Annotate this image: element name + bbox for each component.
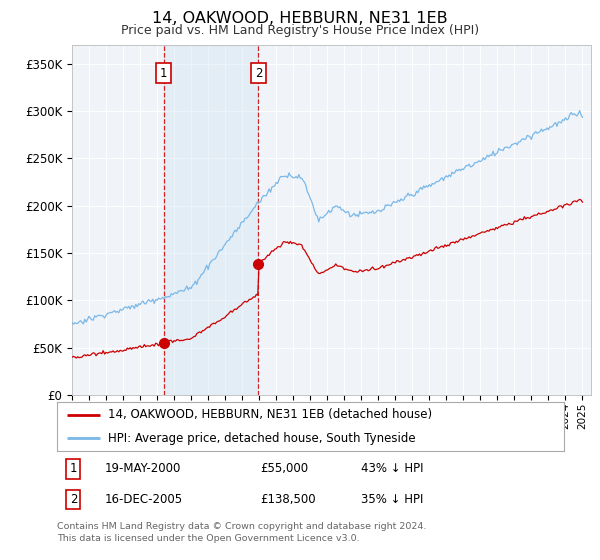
Text: 1: 1 [160, 67, 167, 80]
Text: 2: 2 [255, 67, 262, 80]
Text: 14, OAKWOOD, HEBBURN, NE31 1EB (detached house): 14, OAKWOOD, HEBBURN, NE31 1EB (detached… [108, 408, 432, 421]
Text: 43% ↓ HPI: 43% ↓ HPI [361, 462, 424, 475]
Text: £138,500: £138,500 [260, 493, 316, 506]
Text: 1: 1 [70, 462, 77, 475]
Text: 2: 2 [70, 493, 77, 506]
Text: HPI: Average price, detached house, South Tyneside: HPI: Average price, detached house, Sout… [108, 432, 415, 445]
Text: 19-MAY-2000: 19-MAY-2000 [105, 462, 182, 475]
Bar [164, 45, 259, 395]
Text: Price paid vs. HM Land Registry's House Price Index (HPI): Price paid vs. HM Land Registry's House … [121, 24, 479, 37]
Text: £55,000: £55,000 [260, 462, 308, 475]
Text: 16-DEC-2005: 16-DEC-2005 [105, 493, 183, 506]
Text: 14, OAKWOOD, HEBBURN, NE31 1EB: 14, OAKWOOD, HEBBURN, NE31 1EB [152, 11, 448, 26]
Text: Contains HM Land Registry data © Crown copyright and database right 2024.
This d: Contains HM Land Registry data © Crown c… [57, 522, 427, 543]
Text: 35% ↓ HPI: 35% ↓ HPI [361, 493, 424, 506]
